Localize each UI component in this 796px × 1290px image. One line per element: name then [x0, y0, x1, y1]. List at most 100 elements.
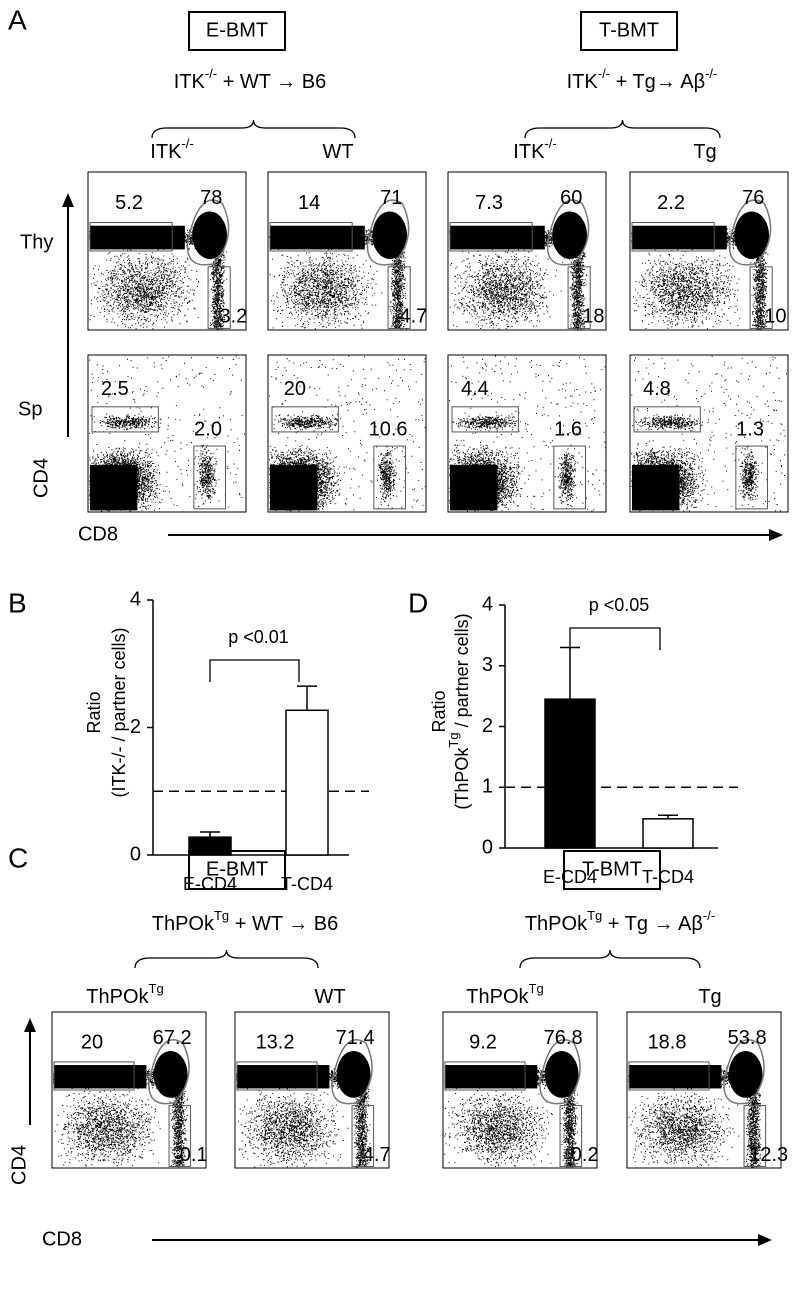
- gate-percent: 20: [81, 1031, 103, 1053]
- gate: [559, 1105, 583, 1167]
- arrow-head: [758, 1234, 772, 1246]
- brace: [519, 949, 701, 969]
- gate-percent: 18: [582, 306, 604, 328]
- x-axis-label: CD8: [78, 523, 118, 545]
- gate: [743, 1105, 767, 1167]
- gate: [193, 445, 226, 510]
- gate-percent: 0.2: [571, 1144, 599, 1166]
- x-tick-label: E-CD4: [543, 867, 597, 887]
- donor-label: ThPOkTg​: [86, 981, 163, 1008]
- y-axis-label: Ratio: [429, 690, 449, 732]
- text-part: ITK: [174, 71, 206, 93]
- donor-label: Tg: [698, 986, 721, 1008]
- dense-population: [54, 1065, 147, 1089]
- superscript: -/-: [598, 66, 610, 81]
- group-title: T-BMT: [599, 19, 659, 41]
- gate-percent: 2.5: [101, 378, 129, 400]
- gate-percent: 1.6: [554, 419, 582, 441]
- text-part: ThPOk: [525, 913, 588, 935]
- bar: [188, 836, 232, 856]
- text-part: Tg: [698, 986, 721, 1008]
- text-part: + Tg→ Aβ: [610, 71, 705, 93]
- group-box: [580, 11, 678, 51]
- superscript: -/-: [181, 136, 193, 151]
- text-part: (ThPOk: [452, 747, 472, 810]
- text-part: ITK: [150, 141, 182, 163]
- superscript: -/-: [544, 136, 556, 151]
- gate: [351, 1105, 375, 1167]
- y-tick-label: 3: [482, 654, 493, 676]
- text-part: Tg: [693, 141, 716, 163]
- gate: [91, 406, 159, 433]
- dense-population: [629, 1065, 722, 1089]
- gate-percent: 76.8: [544, 1027, 583, 1049]
- dense-population: [153, 1051, 188, 1098]
- text-part: + Tg → Aβ: [602, 913, 703, 935]
- dense-population: [552, 211, 588, 259]
- gate-percent: 4.8: [643, 378, 671, 400]
- gate-percent: 5.2: [115, 192, 143, 214]
- superscript: Tg: [149, 981, 164, 996]
- superscript: Tg: [529, 981, 544, 996]
- gate: [89, 222, 173, 252]
- gate: [728, 199, 772, 266]
- dense-population: [90, 225, 185, 250]
- superscript: Tg: [587, 908, 602, 923]
- superscript: -/-: [705, 66, 717, 81]
- dense-population: [450, 225, 545, 250]
- dense-population: [336, 1051, 371, 1098]
- y-axis-label: Ratio: [84, 691, 104, 733]
- x-tick-label: E-CD4: [183, 874, 237, 894]
- dense-population: [632, 464, 680, 511]
- gate: [749, 266, 773, 329]
- text-part: Ratio: [429, 690, 449, 732]
- group-box: [188, 11, 286, 51]
- gate-percent: 53.8: [728, 1027, 767, 1049]
- donor-label: WT: [314, 986, 345, 1008]
- gate: [444, 1061, 526, 1091]
- gate-percent: 7.3: [475, 192, 503, 214]
- y-axis-label: (ThPOkTg​ / partner cells): [446, 613, 471, 809]
- arrow-head: [24, 1018, 36, 1032]
- dense-population: [192, 211, 228, 259]
- gate: [451, 406, 519, 433]
- significance-bracket: [209, 659, 300, 682]
- gate: [387, 266, 411, 329]
- cross-label: ThPOkTg​ + Tg → Aβ-/-​: [525, 908, 715, 935]
- superscript: Tg: [214, 908, 229, 923]
- superscript: -/-: [703, 908, 715, 923]
- bar: [285, 709, 329, 856]
- gate: [567, 266, 591, 329]
- gate: [269, 222, 353, 252]
- text-part: ThPOk: [86, 986, 149, 1008]
- group-box: [563, 850, 661, 890]
- y-axis-label: CD4: [8, 1145, 30, 1185]
- dense-population: [544, 1051, 579, 1098]
- panel-label: A: [8, 4, 27, 35]
- y-tick-label: 4: [130, 588, 141, 610]
- panel-label: D: [408, 587, 428, 618]
- gate-percent: 76: [742, 187, 764, 209]
- text-part: / partner cells): [452, 613, 472, 732]
- gate: [186, 199, 230, 266]
- gate: [207, 266, 231, 329]
- gate: [723, 1038, 765, 1105]
- superscript: -/-: [205, 66, 217, 81]
- gate: [449, 222, 533, 252]
- gate: [539, 1038, 581, 1105]
- gate-percent: 2.0: [194, 419, 222, 441]
- y-tick-label: 2: [482, 715, 493, 737]
- gate-percent: 60: [560, 187, 582, 209]
- gate: [628, 1061, 710, 1091]
- dense-population: [237, 1065, 330, 1089]
- group-box: [188, 850, 286, 890]
- text-part: (ITK-/- / partner cells): [109, 627, 129, 797]
- text-part: Ratio: [84, 691, 104, 733]
- gate: [553, 445, 586, 510]
- dense-population: [270, 464, 318, 511]
- gate: [168, 1105, 192, 1167]
- gate: [53, 1061, 135, 1091]
- bar: [544, 698, 596, 849]
- dense-population: [270, 225, 365, 250]
- cross-label: ITK-/-​ + WT → B6: [174, 66, 327, 93]
